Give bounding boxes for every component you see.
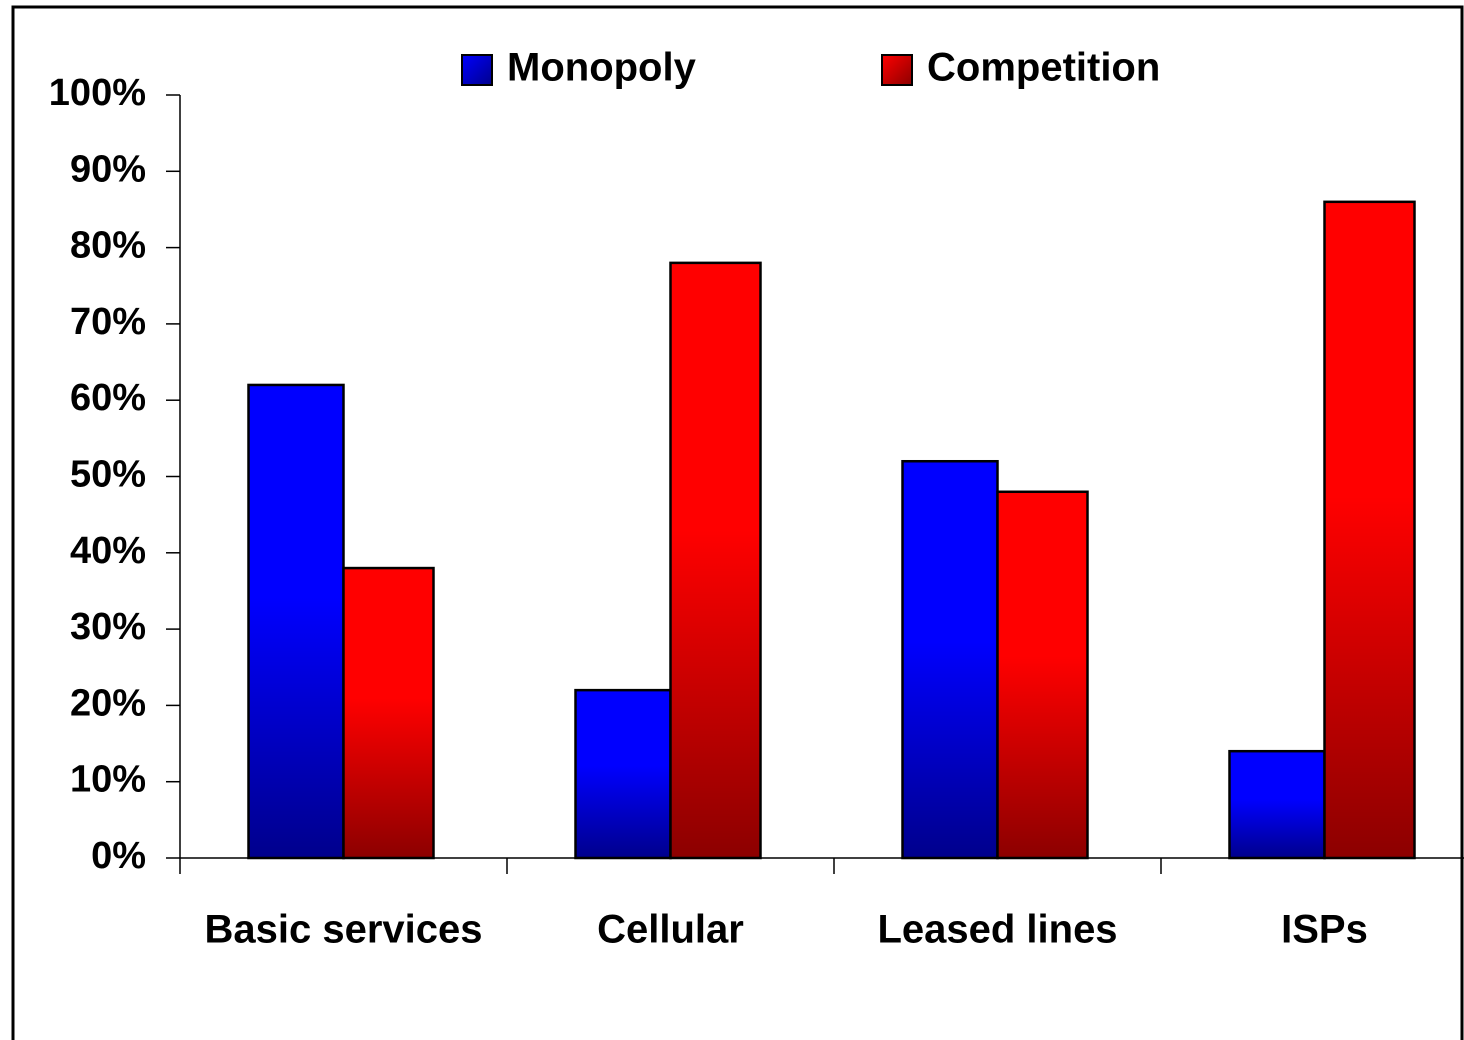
frame [11,5,1464,1040]
y-tick-label: 0% [91,835,146,877]
legend-label: Competition [927,46,1160,90]
legend-swatch [881,54,913,86]
y-tick-label: 40% [70,530,146,572]
bar [574,688,672,860]
bar [1228,749,1326,860]
bar [342,566,435,860]
y-tick-label: 50% [70,454,146,496]
y-tick-label: 60% [70,377,146,419]
y-tick-label: 70% [70,301,146,343]
y-tick-label: 30% [70,606,146,648]
y-tick-label: 20% [70,682,146,724]
x-tick-label: Leased lines [877,908,1117,952]
legend-label: Monopoly [507,46,697,90]
y-tick-label: 80% [70,225,146,267]
x-tick-label: Basic services [204,908,482,952]
bar [669,261,762,860]
y-tick-label: 10% [70,759,146,801]
bar [901,459,999,860]
legend-swatch [461,54,493,86]
y-tick-label: 100% [49,72,146,114]
bar [996,490,1089,860]
x-tick-label: Cellular [597,908,744,952]
bar [247,383,345,860]
x-tick-label: ISPs [1281,908,1368,952]
y-tick-label: 90% [70,148,146,190]
bar [1323,200,1416,860]
